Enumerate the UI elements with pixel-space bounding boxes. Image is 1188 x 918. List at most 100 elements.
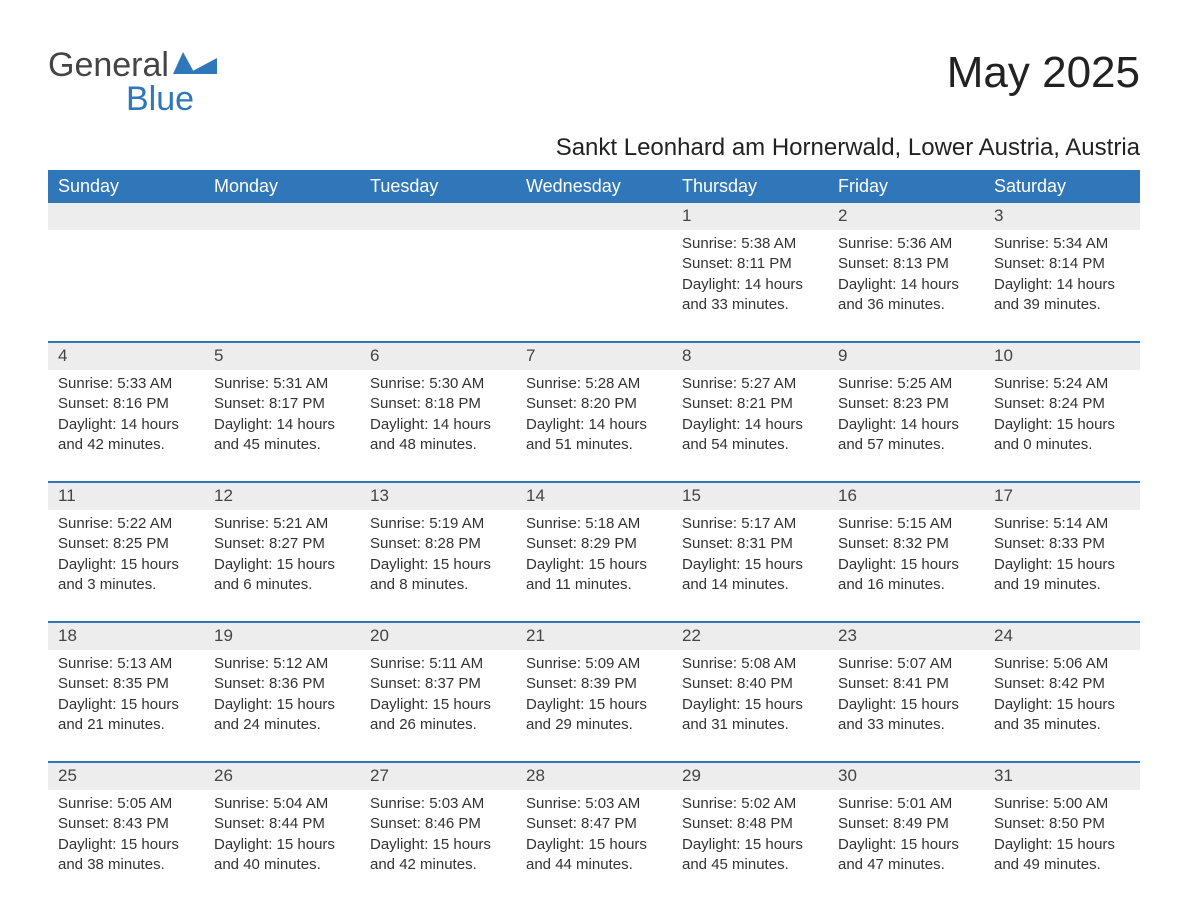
- day-data-cell: Sunrise: 5:21 AMSunset: 8:27 PMDaylight:…: [204, 510, 360, 622]
- day-number-cell: 27: [360, 762, 516, 790]
- daylight-text: Daylight: 15 hours and 3 minutes.: [58, 555, 194, 596]
- calendar-header-row: Sunday Monday Tuesday Wednesday Thursday…: [48, 170, 1140, 203]
- week-data-row: Sunrise: 5:22 AMSunset: 8:25 PMDaylight:…: [48, 510, 1140, 622]
- sunset-text: Sunset: 8:25 PM: [58, 534, 194, 554]
- day-number-cell: 3: [984, 203, 1140, 230]
- sunset-text: Sunset: 8:49 PM: [838, 814, 974, 834]
- daylight-text: Daylight: 15 hours and 29 minutes.: [526, 695, 662, 736]
- daylight-text: Daylight: 15 hours and 16 minutes.: [838, 555, 974, 596]
- week-daynum-row: 123: [48, 203, 1140, 230]
- page: General Blue May 2025 Sankt Leonhard am …: [0, 0, 1188, 901]
- daylight-text: Daylight: 15 hours and 33 minutes.: [838, 695, 974, 736]
- day-data-cell: [360, 230, 516, 342]
- daylight-text: Daylight: 15 hours and 31 minutes.: [682, 695, 818, 736]
- day-number-cell: 9: [828, 342, 984, 370]
- daylight-text: Daylight: 15 hours and 24 minutes.: [214, 695, 350, 736]
- day-number-cell: 12: [204, 482, 360, 510]
- sunrise-text: Sunrise: 5:03 AM: [526, 794, 662, 814]
- day-data-cell: Sunrise: 5:28 AMSunset: 8:20 PMDaylight:…: [516, 370, 672, 482]
- sunset-text: Sunset: 8:31 PM: [682, 534, 818, 554]
- day-data-cell: Sunrise: 5:07 AMSunset: 8:41 PMDaylight:…: [828, 650, 984, 762]
- week-daynum-row: 18192021222324: [48, 622, 1140, 650]
- sunset-text: Sunset: 8:40 PM: [682, 674, 818, 694]
- day-number-cell: 1: [672, 203, 828, 230]
- sunrise-text: Sunrise: 5:31 AM: [214, 374, 350, 394]
- col-thursday: Thursday: [672, 170, 828, 203]
- day-number-cell: 28: [516, 762, 672, 790]
- day-number-cell: 25: [48, 762, 204, 790]
- day-number-cell: [516, 203, 672, 230]
- day-number-cell: 20: [360, 622, 516, 650]
- header: General Blue May 2025: [48, 48, 1140, 116]
- col-sunday: Sunday: [48, 170, 204, 203]
- day-number-cell: [204, 203, 360, 230]
- day-data-cell: Sunrise: 5:02 AMSunset: 8:48 PMDaylight:…: [672, 790, 828, 901]
- calendar-body: 123Sunrise: 5:38 AMSunset: 8:11 PMDaylig…: [48, 203, 1140, 901]
- day-data-cell: Sunrise: 5:18 AMSunset: 8:29 PMDaylight:…: [516, 510, 672, 622]
- sunset-text: Sunset: 8:21 PM: [682, 394, 818, 414]
- day-number-cell: 30: [828, 762, 984, 790]
- day-number-cell: [48, 203, 204, 230]
- daylight-text: Daylight: 15 hours and 38 minutes.: [58, 835, 194, 876]
- sunrise-text: Sunrise: 5:06 AM: [994, 654, 1130, 674]
- day-data-cell: Sunrise: 5:19 AMSunset: 8:28 PMDaylight:…: [360, 510, 516, 622]
- sunset-text: Sunset: 8:20 PM: [526, 394, 662, 414]
- sunset-text: Sunset: 8:18 PM: [370, 394, 506, 414]
- sunrise-text: Sunrise: 5:15 AM: [838, 514, 974, 534]
- sunset-text: Sunset: 8:46 PM: [370, 814, 506, 834]
- daylight-text: Daylight: 15 hours and 8 minutes.: [370, 555, 506, 596]
- day-data-cell: Sunrise: 5:31 AMSunset: 8:17 PMDaylight:…: [204, 370, 360, 482]
- daylight-text: Daylight: 14 hours and 57 minutes.: [838, 415, 974, 456]
- day-data-cell: Sunrise: 5:38 AMSunset: 8:11 PMDaylight:…: [672, 230, 828, 342]
- daylight-text: Daylight: 15 hours and 35 minutes.: [994, 695, 1130, 736]
- page-subtitle: Sankt Leonhard am Hornerwald, Lower Aust…: [48, 134, 1140, 162]
- day-data-cell: Sunrise: 5:12 AMSunset: 8:36 PMDaylight:…: [204, 650, 360, 762]
- daylight-text: Daylight: 14 hours and 36 minutes.: [838, 275, 974, 316]
- day-number-cell: 8: [672, 342, 828, 370]
- sunrise-text: Sunrise: 5:34 AM: [994, 234, 1130, 254]
- sunrise-text: Sunrise: 5:19 AM: [370, 514, 506, 534]
- daylight-text: Daylight: 14 hours and 45 minutes.: [214, 415, 350, 456]
- daylight-text: Daylight: 15 hours and 26 minutes.: [370, 695, 506, 736]
- day-data-cell: Sunrise: 5:14 AMSunset: 8:33 PMDaylight:…: [984, 510, 1140, 622]
- day-number-cell: 5: [204, 342, 360, 370]
- col-saturday: Saturday: [984, 170, 1140, 203]
- daylight-text: Daylight: 15 hours and 40 minutes.: [214, 835, 350, 876]
- day-data-cell: Sunrise: 5:22 AMSunset: 8:25 PMDaylight:…: [48, 510, 204, 622]
- sunset-text: Sunset: 8:11 PM: [682, 254, 818, 274]
- day-number-cell: 10: [984, 342, 1140, 370]
- sunset-text: Sunset: 8:24 PM: [994, 394, 1130, 414]
- sunset-text: Sunset: 8:33 PM: [994, 534, 1130, 554]
- sunset-text: Sunset: 8:41 PM: [838, 674, 974, 694]
- sunrise-text: Sunrise: 5:02 AM: [682, 794, 818, 814]
- brand-logo: General Blue: [48, 48, 217, 116]
- day-data-cell: [48, 230, 204, 342]
- sunrise-text: Sunrise: 5:24 AM: [994, 374, 1130, 394]
- daylight-text: Daylight: 15 hours and 42 minutes.: [370, 835, 506, 876]
- daylight-text: Daylight: 14 hours and 39 minutes.: [994, 275, 1130, 316]
- day-number-cell: 17: [984, 482, 1140, 510]
- sunrise-text: Sunrise: 5:01 AM: [838, 794, 974, 814]
- day-data-cell: [204, 230, 360, 342]
- sunrise-text: Sunrise: 5:11 AM: [370, 654, 506, 674]
- calendar-table: Sunday Monday Tuesday Wednesday Thursday…: [48, 170, 1140, 901]
- sunrise-text: Sunrise: 5:28 AM: [526, 374, 662, 394]
- daylight-text: Daylight: 14 hours and 54 minutes.: [682, 415, 818, 456]
- sunrise-text: Sunrise: 5:08 AM: [682, 654, 818, 674]
- day-number-cell: 14: [516, 482, 672, 510]
- sunset-text: Sunset: 8:28 PM: [370, 534, 506, 554]
- daylight-text: Daylight: 14 hours and 51 minutes.: [526, 415, 662, 456]
- sunset-text: Sunset: 8:50 PM: [994, 814, 1130, 834]
- day-number-cell: 26: [204, 762, 360, 790]
- daylight-text: Daylight: 15 hours and 14 minutes.: [682, 555, 818, 596]
- brand-text: General Blue: [48, 48, 217, 116]
- day-data-cell: Sunrise: 5:01 AMSunset: 8:49 PMDaylight:…: [828, 790, 984, 901]
- week-data-row: Sunrise: 5:05 AMSunset: 8:43 PMDaylight:…: [48, 790, 1140, 901]
- col-monday: Monday: [204, 170, 360, 203]
- day-data-cell: Sunrise: 5:34 AMSunset: 8:14 PMDaylight:…: [984, 230, 1140, 342]
- sunset-text: Sunset: 8:17 PM: [214, 394, 350, 414]
- brand-word-1: General: [48, 46, 169, 84]
- sunset-text: Sunset: 8:27 PM: [214, 534, 350, 554]
- day-data-cell: Sunrise: 5:25 AMSunset: 8:23 PMDaylight:…: [828, 370, 984, 482]
- daylight-text: Daylight: 15 hours and 6 minutes.: [214, 555, 350, 596]
